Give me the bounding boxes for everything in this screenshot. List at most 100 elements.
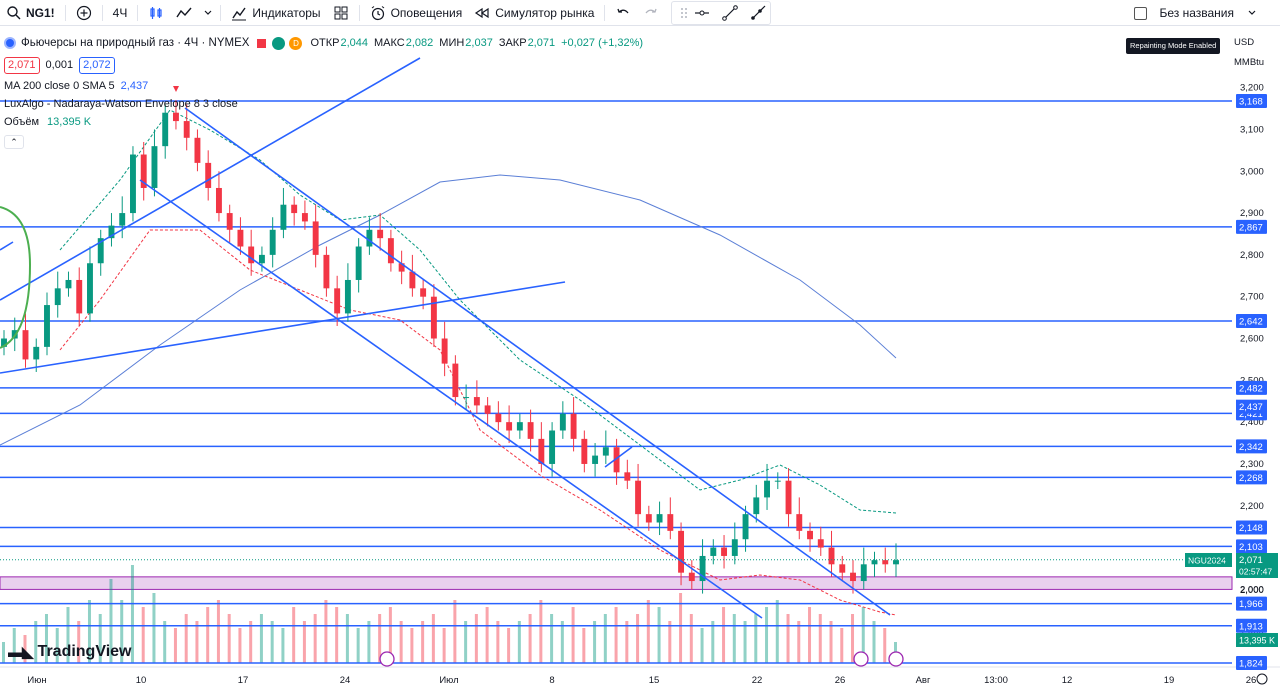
tradingview-logo[interactable]: ▬◣ TradingView: [8, 643, 132, 661]
candle-body[interactable]: [645, 514, 652, 523]
candle-body[interactable]: [151, 146, 158, 188]
candle-body[interactable]: [430, 296, 437, 339]
trend-line[interactable]: [0, 241, 14, 251]
unit-selector[interactable]: MMBtu: [1234, 57, 1265, 68]
level-price-badge[interactable]: [1236, 596, 1267, 611]
level-price-badge[interactable]: [1236, 439, 1267, 454]
candle-body[interactable]: [312, 221, 319, 255]
collapse-legend-button[interactable]: ⌃: [4, 135, 24, 149]
candle-body[interactable]: [581, 438, 588, 464]
buy-button[interactable]: 2,072: [79, 56, 115, 74]
candle-body[interactable]: [237, 229, 244, 247]
settings-gear-icon[interactable]: [1256, 673, 1268, 685]
level-price-badge[interactable]: [1236, 94, 1267, 108]
candle-body[interactable]: [796, 514, 803, 531]
envelope-lower-line[interactable]: [59, 229, 897, 616]
trend-line[interactable]: [0, 57, 421, 301]
trend-line[interactable]: [139, 179, 763, 619]
candle-body[interactable]: [140, 154, 147, 188]
candle-body[interactable]: [656, 514, 663, 523]
level-price-badge[interactable]: [1236, 313, 1267, 328]
indicators-button[interactable]: Индикаторы: [225, 0, 326, 26]
candle-body[interactable]: [33, 346, 40, 360]
candle-body[interactable]: [258, 254, 265, 264]
candle-body[interactable]: [570, 413, 577, 439]
candle-body[interactable]: [323, 254, 330, 289]
candle-body[interactable]: [753, 497, 760, 515]
candle-body[interactable]: [334, 288, 341, 314]
currency-selector[interactable]: USD: [1234, 37, 1255, 48]
candle-body[interactable]: [87, 263, 93, 314]
candle-body[interactable]: [731, 539, 738, 556]
level-price-badge[interactable]: [1236, 470, 1267, 485]
candle-body[interactable]: [97, 238, 104, 264]
candle-body[interactable]: [420, 288, 427, 297]
candle-body[interactable]: [76, 279, 83, 314]
candle-body[interactable]: [377, 229, 384, 239]
candle-body[interactable]: [280, 204, 287, 230]
candle-body[interactable]: [248, 246, 255, 264]
price-chart[interactable]: 3,200 3,100 3,000 2,900 2,800 2,700 2,600 2,500…: [0, 26, 1280, 688]
candle-body[interactable]: [678, 530, 685, 573]
candle-body[interactable]: [387, 238, 394, 264]
candle-body[interactable]: [291, 204, 298, 214]
level-price-badge[interactable]: [1236, 380, 1267, 395]
level-price-badge[interactable]: [1236, 618, 1267, 633]
candle-body[interactable]: [269, 229, 276, 255]
trend-line[interactable]: [184, 107, 891, 616]
undo-button[interactable]: [609, 0, 637, 26]
candle-body[interactable]: [828, 547, 835, 565]
candle-body[interactable]: [194, 137, 201, 163]
candle-body[interactable]: [850, 572, 856, 582]
candle-body[interactable]: [119, 213, 126, 226]
candle-body[interactable]: [893, 560, 899, 565]
ma-200-line[interactable]: [0, 174, 897, 446]
candle-body[interactable]: [172, 112, 179, 122]
alerts-button[interactable]: Оповещения: [364, 0, 469, 26]
ray-icon[interactable]: [750, 5, 766, 21]
candle-body[interactable]: [516, 422, 523, 431]
candle-body[interactable]: [785, 480, 792, 515]
candle-body[interactable]: [549, 430, 556, 464]
ma-row[interactable]: MA 200 close 0 SMA 5 2,437: [4, 77, 649, 95]
candle-body[interactable]: [130, 154, 136, 214]
candle-body[interactable]: [301, 213, 308, 222]
candle-body[interactable]: [108, 225, 115, 239]
candle-body[interactable]: [44, 305, 50, 347]
lightning-event-icon[interactable]: [888, 651, 904, 667]
replay-button[interactable]: Симулятор рынка: [468, 0, 600, 26]
candle-body[interactable]: [441, 338, 448, 364]
candle-body[interactable]: [452, 363, 459, 398]
interval-button[interactable]: 4Ч: [107, 0, 134, 26]
event-marker-icon[interactable]: [853, 651, 869, 667]
redo-button[interactable]: [637, 0, 665, 26]
candle-body[interactable]: [764, 480, 770, 498]
freehand-drawing[interactable]: [0, 206, 32, 349]
flag-icon[interactable]: [257, 38, 267, 48]
drag-handle-icon[interactable]: [676, 5, 688, 21]
candle-body[interactable]: [635, 480, 642, 515]
candle-body[interactable]: [226, 213, 233, 230]
candle-body[interactable]: [839, 564, 846, 573]
trend-line[interactable]: [0, 281, 566, 374]
candle-body[interactable]: [409, 271, 416, 289]
candle-body[interactable]: [527, 422, 534, 439]
candle-body[interactable]: [463, 397, 470, 399]
level-price-badge[interactable]: [1236, 656, 1267, 670]
candle-body[interactable]: [344, 279, 351, 314]
candle-body[interactable]: [559, 413, 566, 431]
candle-body[interactable]: [366, 229, 373, 247]
candle-body[interactable]: [667, 514, 674, 531]
candle-body[interactable]: [22, 330, 29, 360]
candle-body[interactable]: [538, 438, 545, 464]
level-price-badge[interactable]: [1236, 520, 1267, 535]
candle-body[interactable]: [54, 288, 61, 306]
trend-line-icon[interactable]: [722, 4, 739, 21]
candle-body[interactable]: [807, 530, 813, 540]
level-price-badge[interactable]: [1236, 539, 1267, 554]
level-price-badge[interactable]: [1236, 219, 1267, 234]
candle-body[interactable]: [624, 472, 631, 481]
candle-body[interactable]: [473, 397, 480, 406]
symbol-search[interactable]: NG1!: [0, 0, 61, 26]
candle-body[interactable]: [774, 480, 781, 482]
